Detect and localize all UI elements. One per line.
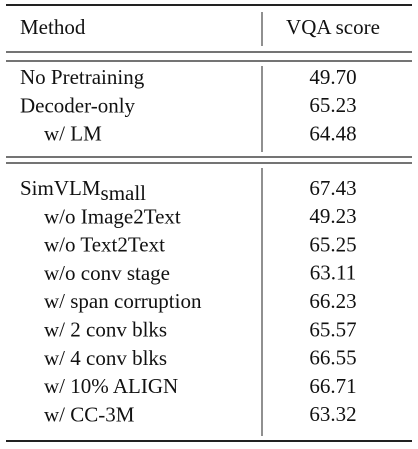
method-name: SimVLM <box>20 176 101 200</box>
method-cell: w/o Text2Text <box>44 232 165 256</box>
method-name: w/o conv stage <box>44 261 170 285</box>
score-cell: 67.43 <box>309 176 356 200</box>
score-cell: 65.23 <box>309 93 356 117</box>
method-name: w/ 4 conv blks <box>44 346 167 370</box>
method-cell: w/ 10% ALIGN <box>44 374 178 398</box>
method-cell: No Pretraining <box>20 65 145 89</box>
score-cell: 66.23 <box>309 289 356 313</box>
score-cell: 49.23 <box>309 204 356 228</box>
method-name: No Pretraining <box>20 65 145 89</box>
method-name: w/o Text2Text <box>44 232 165 256</box>
method-cell: w/ span corruption <box>44 289 202 313</box>
score-cell: 66.55 <box>309 346 356 370</box>
method-cell: SimVLMsmall <box>20 176 146 205</box>
score-cell: 66.71 <box>309 374 356 398</box>
score-cell: 65.57 <box>309 317 356 341</box>
method-name: w/o Image2Text <box>44 204 181 228</box>
header-score: VQA score <box>286 15 380 39</box>
method-cell: w/ CC-3M <box>44 402 135 426</box>
method-name: w/ 10% ALIGN <box>44 374 178 398</box>
method-name: Decoder-only <box>20 93 136 117</box>
score-cell: 64.48 <box>309 121 356 145</box>
method-cell: w/ 2 conv blks <box>44 317 167 341</box>
method-name: w/ span corruption <box>44 289 202 313</box>
header-method: Method <box>20 15 86 39</box>
method-subscript: small <box>101 181 147 205</box>
score-cell: 49.70 <box>309 65 356 89</box>
method-cell: Decoder-only <box>20 93 136 117</box>
score-cell: 63.32 <box>309 402 356 426</box>
method-cell: w/ LM <box>44 121 102 145</box>
score-cell: 63.11 <box>310 261 356 285</box>
method-name: w/ 2 conv blks <box>44 317 167 341</box>
method-cell: w/o conv stage <box>44 261 170 285</box>
method-cell: w/ 4 conv blks <box>44 346 167 370</box>
score-cell: 65.25 <box>309 232 356 256</box>
method-name: w/ CC-3M <box>44 402 135 426</box>
method-cell: w/o Image2Text <box>44 204 181 228</box>
method-name: w/ LM <box>44 121 102 145</box>
